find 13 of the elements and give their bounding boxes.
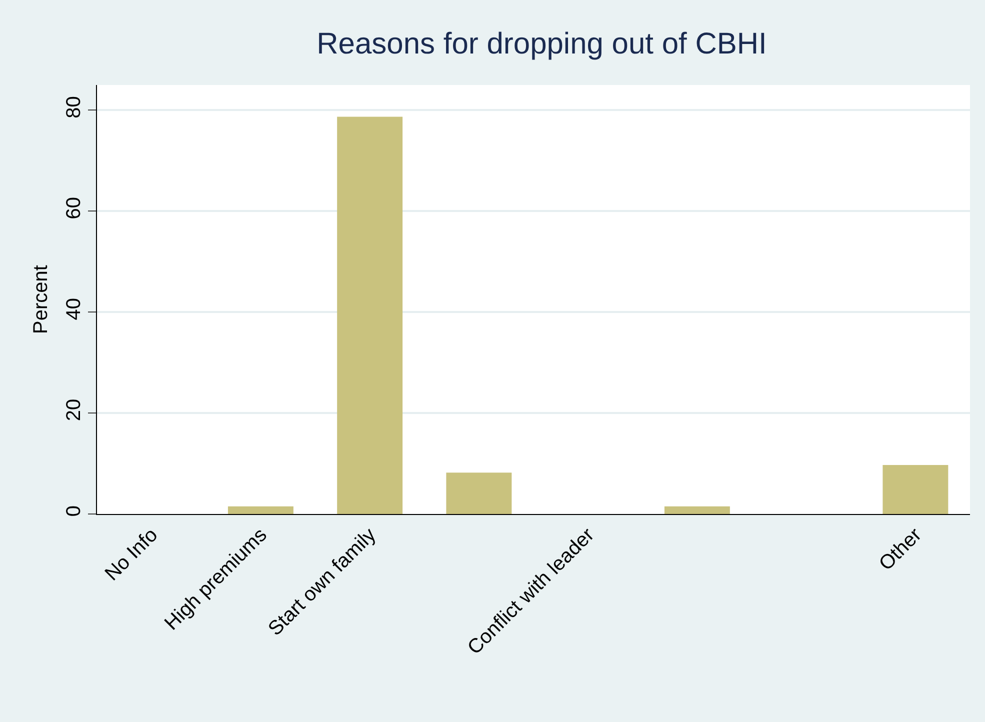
y-tick-label: 80 (63, 96, 85, 118)
bar (337, 116, 403, 514)
y-tick-label: 0 (63, 505, 85, 517)
y-tick-label: 60 (63, 197, 85, 220)
bar (228, 506, 294, 514)
bar (664, 506, 730, 514)
y-tick-label: 40 (63, 298, 85, 320)
bar (446, 472, 512, 514)
y-tick-label: 20 (63, 398, 85, 422)
bar (882, 465, 948, 514)
y-axis-title: Percent (30, 264, 52, 334)
chart-title: Reasons for dropping out of CBHI (316, 27, 767, 60)
x-tick-label: No Info (101, 524, 162, 586)
